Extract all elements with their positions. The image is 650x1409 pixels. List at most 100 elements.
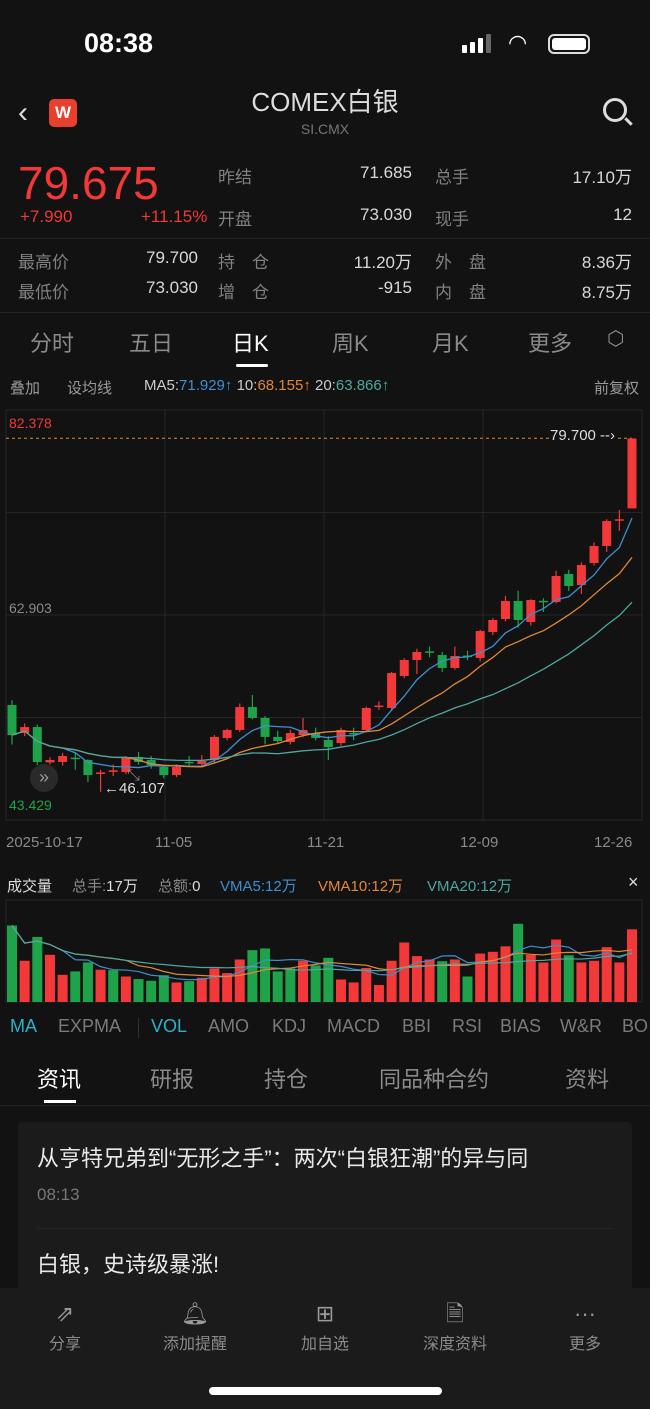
volume-bar xyxy=(475,953,486,1002)
volume-bar xyxy=(462,976,473,1002)
deep-data-button[interactable]: 🗎︎ 深度资料 xyxy=(415,1298,495,1354)
indicator-tab[interactable]: KDJ xyxy=(272,1016,307,1036)
indicator-tab[interactable]: RSI xyxy=(452,1016,483,1036)
indicator-tab[interactable]: MACD xyxy=(327,1016,380,1036)
candle-body xyxy=(83,759,93,776)
volume-bar xyxy=(285,968,296,1002)
ma5-label: MA5: xyxy=(144,377,180,394)
volume-bar xyxy=(513,923,524,1002)
tab-more[interactable]: 更多 xyxy=(528,331,573,356)
ma5-line xyxy=(11,517,633,769)
volume-bar xyxy=(449,959,460,1002)
volume-bar xyxy=(424,959,435,1002)
y-tick-mid: 62.903 xyxy=(9,600,52,616)
candle-body xyxy=(260,717,270,737)
overlay-button[interactable]: 叠加 xyxy=(10,380,41,397)
ma20-value: 63.866↑ xyxy=(335,377,390,394)
tab-research[interactable]: 研报 xyxy=(150,1067,195,1092)
volume-bar xyxy=(399,942,410,1002)
quote-label: 总手 xyxy=(435,168,469,187)
indicator-tab[interactable]: W&R xyxy=(560,1016,602,1036)
tab-news[interactable]: 资讯 xyxy=(37,1067,82,1092)
candle-body xyxy=(20,727,30,734)
volume-bar xyxy=(260,948,271,1002)
tab-positions[interactable]: 持仓 xyxy=(264,1067,309,1092)
volume-bar xyxy=(361,968,372,1002)
tab-monthly-k[interactable]: 月K xyxy=(432,331,469,356)
indicator-tab[interactable]: BBI xyxy=(402,1016,432,1036)
volume-bar xyxy=(196,977,207,1002)
volume-bar xyxy=(348,982,359,1002)
volume-bar xyxy=(411,956,422,1002)
share-button[interactable]: ⇗ 分享 xyxy=(40,1298,90,1354)
expand-left-button[interactable]: » xyxy=(30,764,58,792)
set-ma-button[interactable]: 设均线 xyxy=(67,380,113,397)
indicator-tab[interactable]: AMO xyxy=(208,1016,250,1036)
search-icon[interactable] xyxy=(603,98,627,122)
candle-body xyxy=(513,601,523,620)
quote-label: 最高价 xyxy=(18,253,69,272)
close-volume-button[interactable]: × xyxy=(628,872,639,892)
active-tab-indicator xyxy=(236,364,268,367)
volume-total-label: 总手: xyxy=(72,878,107,895)
ma5-value: 71.929↑ xyxy=(179,377,233,394)
back-icon[interactable]: ‹ xyxy=(18,96,28,129)
fullscreen-icon[interactable]: ⤡ xyxy=(127,767,140,784)
candle-body xyxy=(209,736,219,760)
home-indicator[interactable] xyxy=(209,1387,442,1395)
wifi-icon: ◠ xyxy=(508,30,528,55)
candle-body xyxy=(627,438,637,509)
kline-chart[interactable] xyxy=(0,0,650,1010)
add-alert-button[interactable]: 🔔︎ 添加提醒 xyxy=(155,1298,235,1354)
add-watchlist-button[interactable]: ⊞ 加自选 xyxy=(290,1298,360,1354)
tab-related-contracts[interactable]: 同品种合约 xyxy=(379,1067,490,1092)
candle-body xyxy=(387,673,397,708)
tab-intraday[interactable]: 分时 xyxy=(30,331,75,356)
quote-value: 8.75万 xyxy=(581,283,632,302)
volume-total-value: 17万 xyxy=(106,878,138,895)
news-item-title[interactable]: 从亨特兄弟到“无形之手”：两次“白银狂潮”的异与同 xyxy=(37,1146,529,1171)
volume-bar xyxy=(310,965,321,1002)
indicator-tab[interactable]: EXPMA xyxy=(58,1016,122,1036)
candle-body xyxy=(576,565,586,586)
x-tick: 11-05 xyxy=(155,834,193,851)
high-marker-value: 79.700 xyxy=(550,427,596,444)
candle-body xyxy=(7,705,17,736)
x-tick: 12-09 xyxy=(460,834,499,851)
tab-weekly-k[interactable]: 周K xyxy=(332,331,369,356)
tab-daily-k[interactable]: 日K xyxy=(232,331,269,356)
news-item-title[interactable]: 白银，史诗级暴涨! xyxy=(37,1252,220,1277)
candle-body xyxy=(488,619,498,632)
settings-icon[interactable]: ⬡ xyxy=(607,328,625,350)
tab-five-day[interactable]: 五日 xyxy=(129,331,174,356)
candle-body xyxy=(184,761,194,764)
candle-body xyxy=(589,545,599,564)
candle-body xyxy=(614,519,624,521)
candle-body xyxy=(412,651,422,660)
price-change-pct: +11.15% xyxy=(141,207,208,226)
indicator-tab[interactable]: BO xyxy=(622,1016,649,1036)
candle-body xyxy=(171,767,181,776)
candle-body xyxy=(146,759,156,766)
indicator-tab[interactable]: VOL xyxy=(151,1016,188,1036)
symbol-code: SI.CMX xyxy=(300,121,350,137)
candle-body xyxy=(235,707,245,730)
quote-label: 开盘 xyxy=(218,210,252,229)
indicator-tab[interactable]: MA xyxy=(10,1016,37,1036)
low-marker: ←46.107 xyxy=(104,780,165,797)
indicator-tab[interactable]: BIAS xyxy=(500,1016,542,1036)
more-button[interactable]: ··· 更多 xyxy=(562,1298,608,1354)
tab-profile[interactable]: 资料 xyxy=(565,1067,610,1092)
volume-bar xyxy=(70,971,81,1002)
volume-bar xyxy=(563,955,574,1002)
volume-bar xyxy=(82,962,93,1002)
quote-label: 持 仓 xyxy=(218,253,269,272)
candle-body xyxy=(247,707,257,718)
quote-value: 71.685 xyxy=(360,163,412,182)
battery-icon xyxy=(548,34,590,54)
adjust-button[interactable]: 前复权 xyxy=(594,380,640,397)
x-tick: 11-21 xyxy=(307,834,345,851)
candle-body xyxy=(121,757,131,772)
volume-bar xyxy=(32,936,43,1002)
ma20-line xyxy=(11,601,633,762)
